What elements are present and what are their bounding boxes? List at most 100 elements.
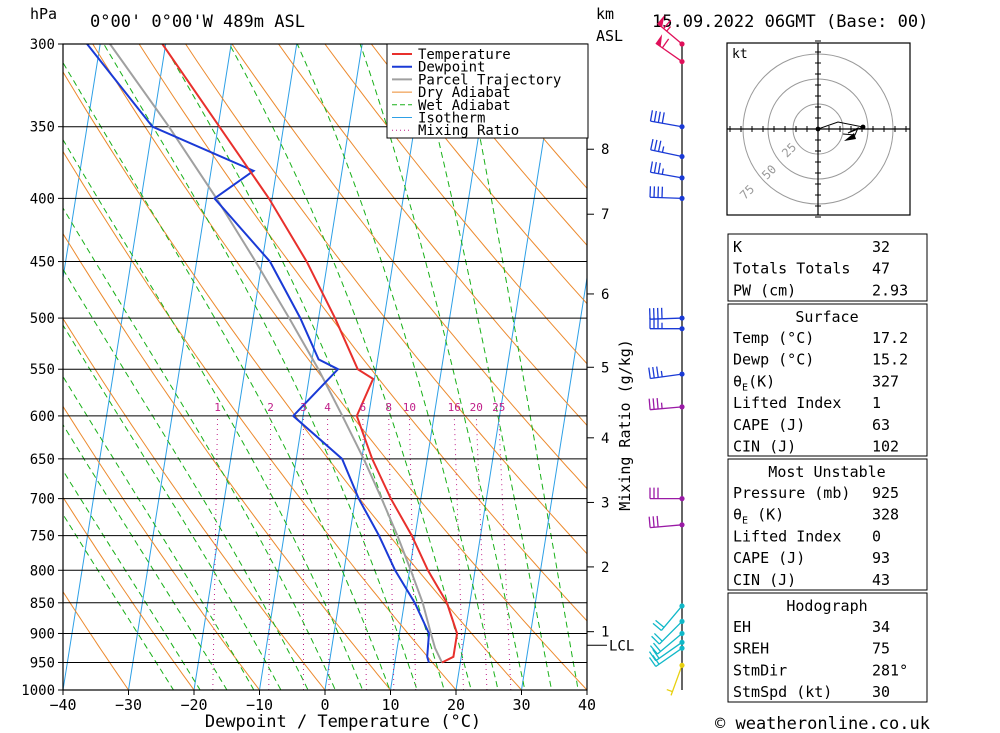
- barb-flag: [657, 140, 662, 152]
- datetime-title: 15.09.2022 06GMT (Base: 00): [652, 12, 928, 32]
- x-tick-label: −30: [115, 696, 142, 714]
- parcel-line: [109, 44, 443, 663]
- x-tick-label: −20: [180, 696, 207, 714]
- barb-shaft: [660, 605, 683, 631]
- x-tick-label: −40: [49, 696, 76, 714]
- table-section-title: Hodograph: [786, 597, 867, 615]
- mixing-ratio-label: 4: [324, 401, 331, 414]
- x-axis: −40 −30 −20 −10 0 10 20 30 40: [49, 690, 596, 714]
- barb-pennant: [657, 15, 665, 28]
- dry-adiabat-line: [63, 590, 129, 690]
- table-row-label: CAPE (J): [733, 416, 805, 434]
- barb-dot: [679, 58, 685, 65]
- y-tick-label: 850: [30, 596, 55, 612]
- y-tick-label: 300: [30, 37, 55, 53]
- mixing-ratio-line: [453, 415, 464, 690]
- barb-half-flag: [661, 146, 665, 153]
- dry-adiabat-line: [278, 44, 587, 427]
- barb-pennant: [655, 34, 663, 47]
- barb-flag: [652, 649, 660, 659]
- wind-barb: [648, 645, 685, 668]
- barb-flag: [661, 112, 665, 124]
- hpa-label: hPa: [30, 5, 57, 23]
- mixing-ratio-label: 16: [448, 401, 461, 414]
- dry-adiabat-line: [185, 44, 587, 555]
- mixing-ratio-line: [268, 415, 272, 690]
- wet-adiabat-line: [63, 207, 336, 690]
- barb-flag: [651, 635, 660, 645]
- table-row-label: Lifted Index: [733, 394, 841, 412]
- barb-dot: [679, 630, 685, 637]
- mixing-ratio-label: 6: [359, 401, 366, 414]
- temperature-line: [161, 44, 459, 664]
- location-title: 0°00' 0°00'W 489m ASL: [90, 12, 305, 32]
- barb-flag: [650, 138, 654, 151]
- mixing-ratio-label: 3: [300, 401, 307, 414]
- table-row-label: Temp (°C): [733, 329, 814, 347]
- isotherm-line: [193, 44, 298, 690]
- wind-barb: [648, 366, 685, 380]
- barb-dot: [679, 124, 685, 130]
- wind-barb: [649, 110, 685, 130]
- barb-shaft: [658, 620, 683, 645]
- km-tick-label: 5: [601, 360, 609, 376]
- y-tick-label: 900: [30, 626, 55, 642]
- wind-barb: [649, 487, 685, 502]
- table-row-label: PW (cm): [733, 281, 796, 299]
- table-row-label: Dewp (°C): [733, 351, 814, 369]
- y-tick-label: 1000: [21, 683, 55, 699]
- y-tick-label: 650: [30, 452, 55, 468]
- barb-flag: [648, 367, 651, 379]
- mixing-ratio-axis-label: Mixing Ratio (g/kg): [616, 339, 634, 511]
- x-tick-label: 0: [320, 696, 329, 714]
- km-tick-label: 6: [601, 287, 609, 303]
- wet-adiabat-line: [63, 513, 175, 690]
- table-row-value: 328: [872, 506, 899, 524]
- dewpoint-line: [86, 44, 431, 663]
- wind-barb: [666, 662, 685, 696]
- credit-link[interactable]: © weatheronline.co.uk: [715, 714, 930, 733]
- km-label: km: [596, 5, 614, 23]
- hodograph-unit: kt: [732, 47, 748, 62]
- table-row-value: 75: [872, 640, 890, 658]
- barb-dot: [679, 41, 685, 47]
- hodograph-point: [815, 126, 821, 132]
- barb-flag: [653, 139, 658, 151]
- mixing-ratio-labels: 1 2 3 4 6 8 10 16 20 25: [214, 401, 505, 414]
- table-row-value: 34: [872, 618, 890, 636]
- storm-motion-marker: [844, 133, 856, 141]
- km-tick-label: 2: [601, 560, 609, 576]
- table-row-value: 30: [872, 683, 890, 701]
- x-tick-label: 40: [578, 696, 596, 714]
- barb-flag: [649, 645, 658, 655]
- mixing-ratio-label: 1: [214, 401, 221, 414]
- wind-barbs: [648, 15, 685, 696]
- isotherm-line: [63, 44, 167, 690]
- barb-shaft: [655, 641, 683, 662]
- barb-flag: [653, 162, 657, 174]
- barb-flag: [652, 366, 655, 379]
- mixing-ratio-label: 10: [403, 401, 416, 414]
- wet-adiabat-line: [228, 44, 472, 690]
- dry-adiabat-line: [92, 44, 587, 690]
- isotherm-line: [520, 274, 587, 690]
- barb-shaft: [650, 373, 683, 380]
- hodograph-table-box: [727, 592, 928, 703]
- barb-dot: [679, 522, 685, 528]
- y-tick-label: 400: [30, 191, 55, 207]
- barb-dot: [679, 195, 685, 201]
- most-unstable-box: [727, 458, 928, 591]
- y-tick-label: 350: [30, 120, 55, 136]
- km-tick-label: 3: [601, 495, 609, 511]
- surface-box: [727, 303, 928, 457]
- km-tick-label: 7: [601, 207, 609, 223]
- wind-barb: [648, 307, 685, 321]
- mixing-ratio-label: 20: [470, 401, 483, 414]
- barb-flag: [652, 516, 655, 528]
- pressure-grid: [63, 43, 587, 691]
- y-tick-label: 700: [30, 492, 55, 508]
- table-row-label: Pressure (mb): [733, 484, 850, 502]
- wet-adiabat-line: [296, 44, 499, 690]
- table-section-title: Most Unstable: [768, 463, 885, 481]
